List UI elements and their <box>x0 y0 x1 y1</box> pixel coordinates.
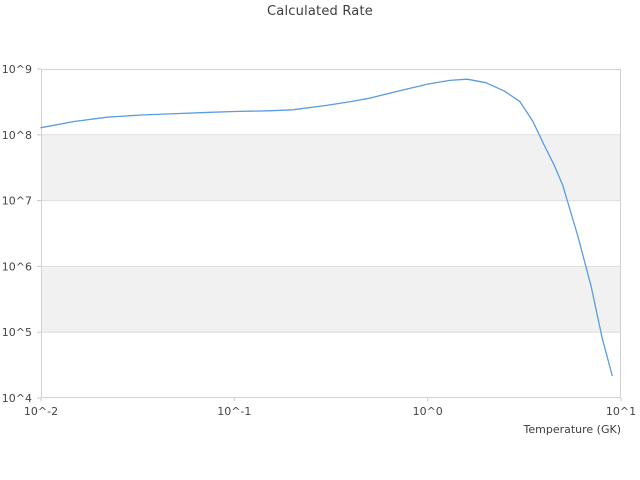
y-tick-label: 10^8 <box>2 129 32 142</box>
x-tick-label: 10^1 <box>606 405 636 418</box>
y-tick-label: 10^4 <box>2 392 32 405</box>
y-tick-label: 10^9 <box>2 63 32 76</box>
decade-band <box>41 134 621 201</box>
chart-title: Calculated Rate <box>267 4 373 19</box>
x-tick-label: 10^-2 <box>24 405 58 418</box>
x-tick-label: 10^-1 <box>217 405 251 418</box>
y-tick-label: 10^5 <box>2 326 32 339</box>
rate-line <box>40 78 613 377</box>
y-tick-label: 10^7 <box>2 195 32 208</box>
x-axis-label: Temperature (GK) <box>523 423 622 436</box>
x-tick-label: 10^0 <box>413 405 443 418</box>
plot-border <box>41 69 621 398</box>
decade-band <box>41 266 621 333</box>
y-tick-label: 10^6 <box>2 260 32 273</box>
